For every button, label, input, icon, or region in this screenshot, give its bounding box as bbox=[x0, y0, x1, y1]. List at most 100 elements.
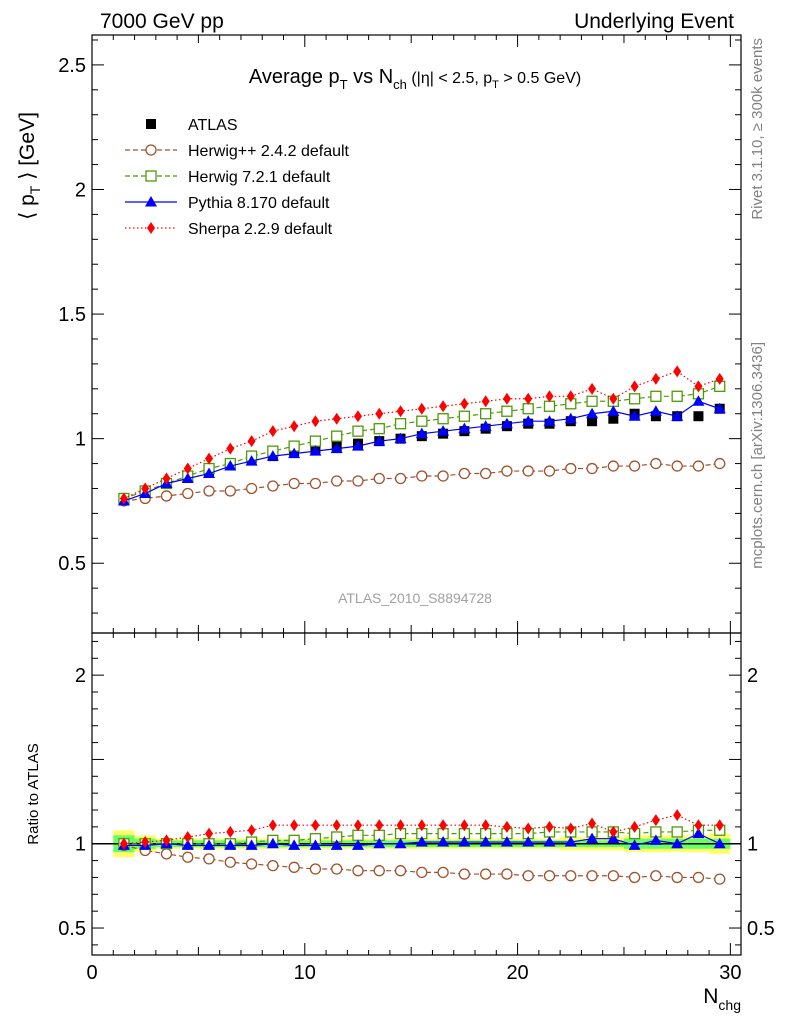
data-point-herwig-7-2-1-default bbox=[331, 430, 343, 442]
data-point-sherpa-2-2-9-default bbox=[247, 824, 256, 837]
main-watermark: ATLAS_2010_S8894728 bbox=[338, 590, 492, 606]
data-point-sherpa-2-2-9-default bbox=[183, 462, 192, 475]
data-point-herwig-2-4-2-default bbox=[182, 851, 194, 863]
data-point-herwig-2-4-2-default bbox=[309, 477, 322, 490]
data-point-sherpa-2-2-9-default bbox=[566, 390, 575, 403]
main-plot-panel: 0.5 1 1.5 2 2.5 Average pT vs Nch (|η| < 2.5… bbox=[16, 34, 742, 634]
y-tick-label: 2 bbox=[75, 179, 86, 201]
data-point-herwig-7-2-1-default bbox=[309, 435, 322, 447]
data-point-sherpa-2-2-9-default bbox=[290, 420, 299, 433]
data-point-pythia-8-170-default bbox=[224, 839, 237, 850]
data-point-atlas bbox=[650, 411, 661, 422]
main-ylabel: ⟨ pT ⟩ [GeV] bbox=[16, 112, 43, 220]
legend-marker-sherpa-2-2-9-default bbox=[147, 222, 155, 234]
data-point-sherpa-2-2-9-default bbox=[609, 392, 618, 405]
data-point-sherpa-2-2-9-default bbox=[651, 814, 660, 827]
main-title: Average pT vs Nch (|η| < 2.5, pT > 0.5 G… bbox=[249, 66, 581, 92]
data-point-pythia-8-170-default bbox=[394, 837, 407, 849]
data-point-herwig-7-2-1-default bbox=[458, 410, 471, 422]
data-point-herwig-2-4-2-default bbox=[480, 467, 492, 480]
data-point-herwig-2-4-2-default bbox=[714, 873, 726, 885]
data-point-herwig-2-4-2-default bbox=[331, 863, 343, 875]
data-point-pythia-8-170-default bbox=[586, 407, 599, 419]
data-point-sherpa-2-2-9-default bbox=[268, 425, 277, 438]
data-point-herwig-7-2-1-default bbox=[352, 829, 364, 841]
data-point-pythia-8-170-default bbox=[649, 834, 662, 845]
y-tick-label: 1.5 bbox=[58, 304, 86, 326]
data-point-herwig-7-2-1-default bbox=[628, 393, 641, 405]
data-point-sherpa-2-2-9-default bbox=[396, 405, 405, 418]
data-point-sherpa-2-2-9-default bbox=[119, 837, 128, 850]
data-point-herwig-2-4-2-default bbox=[437, 470, 449, 482]
data-point-sherpa-2-2-9-default bbox=[630, 820, 639, 833]
data-point-pythia-8-170-default bbox=[266, 450, 279, 461]
data-point-pythia-8-170-default bbox=[713, 837, 726, 849]
data-point-pythia-8-170-default bbox=[266, 837, 279, 849]
data-point-herwig-7-2-1-default bbox=[480, 408, 492, 420]
data-point-pythia-8-170-default bbox=[564, 412, 577, 424]
data-point-herwig-7-2-1-default bbox=[394, 418, 407, 430]
legend-marker-atlas bbox=[146, 119, 156, 129]
x-tick-label: 30 bbox=[719, 962, 741, 984]
data-point-pythia-8-170-default bbox=[522, 415, 535, 426]
data-point-herwig-2-4-2-default bbox=[607, 460, 619, 472]
data-point-herwig-7-2-1-default bbox=[650, 390, 662, 402]
data-point-herwig-2-4-2-default bbox=[480, 868, 492, 880]
data-point-pythia-8-170-default bbox=[330, 839, 343, 850]
data-point-sherpa-2-2-9-default bbox=[332, 819, 341, 832]
data-point-herwig-2-4-2-default bbox=[671, 871, 683, 884]
y-tick-label: 0.5 bbox=[58, 553, 86, 575]
x-tick-label: 10 bbox=[294, 962, 316, 984]
rivet-label: Rivet 3.1.10, ≥ 300k events bbox=[749, 38, 766, 220]
data-point-pythia-8-170-default bbox=[649, 405, 662, 416]
data-point-herwig-2-4-2-default bbox=[224, 485, 236, 497]
data-point-herwig-2-4-2-default bbox=[416, 470, 428, 482]
data-point-herwig-2-4-2-default bbox=[416, 866, 428, 879]
data-point-sherpa-2-2-9-default bbox=[332, 412, 341, 425]
data-point-pythia-8-170-default bbox=[479, 420, 492, 431]
data-point-sherpa-2-2-9-default bbox=[162, 834, 171, 847]
data-point-herwig-7-2-1-default bbox=[586, 395, 598, 407]
data-point-herwig-2-4-2-default bbox=[203, 853, 215, 865]
data-point-herwig-2-4-2-default bbox=[650, 457, 662, 470]
data-point-herwig-2-4-2-default bbox=[437, 866, 449, 879]
data-point-pythia-8-170-default bbox=[415, 836, 428, 847]
data-point-sherpa-2-2-9-default bbox=[162, 472, 171, 485]
data-point-herwig-2-4-2-default bbox=[543, 870, 556, 882]
data-point-sherpa-2-2-9-default bbox=[502, 820, 511, 833]
y-tick-label: 2.5 bbox=[58, 55, 86, 77]
data-point-pythia-8-170-default bbox=[458, 836, 471, 847]
data-point-pythia-8-170-default bbox=[713, 402, 726, 414]
data-point-pythia-8-170-default bbox=[586, 832, 599, 844]
data-point-herwig-2-4-2-default bbox=[565, 462, 577, 475]
data-point-herwig-2-4-2-default bbox=[394, 472, 407, 485]
ratio-plot-frame bbox=[91, 632, 742, 956]
data-point-pythia-8-170-default bbox=[203, 839, 216, 850]
data-point-herwig-2-4-2-default bbox=[352, 865, 364, 877]
y-tick-label: 2 bbox=[747, 665, 758, 687]
legend-label-herwig-2-4-2-default: Herwig++ 2.4.2 default bbox=[188, 143, 350, 160]
data-point-herwig-7-2-1-default bbox=[437, 413, 449, 425]
data-point-herwig-2-4-2-default bbox=[331, 475, 343, 487]
data-point-pythia-8-170-default bbox=[543, 836, 556, 847]
data-point-herwig-2-4-2-default bbox=[373, 472, 385, 485]
data-point-pythia-8-170-default bbox=[692, 395, 705, 406]
data-point-sherpa-2-2-9-default bbox=[460, 397, 469, 410]
data-point-pythia-8-170-default bbox=[309, 445, 322, 456]
data-point-pythia-8-170-default bbox=[437, 425, 450, 436]
data-point-herwig-2-4-2-default bbox=[586, 870, 598, 882]
data-point-herwig-2-4-2-default bbox=[245, 482, 258, 495]
data-point-sherpa-2-2-9-default bbox=[630, 380, 639, 393]
data-point-herwig-2-4-2-default bbox=[267, 859, 279, 872]
legend-label-sherpa-2-2-9-default: Sherpa 2.2.9 default bbox=[188, 221, 333, 238]
data-point-herwig-7-2-1-default bbox=[671, 826, 683, 838]
data-point-pythia-8-170-default bbox=[351, 440, 364, 451]
data-point-sherpa-2-2-9-default bbox=[588, 382, 597, 395]
legend: ATLAS Herwig++ 2.4.2 default Herwig 7.2.1 … bbox=[125, 117, 350, 238]
data-point-sherpa-2-2-9-default bbox=[524, 392, 533, 405]
data-point-sherpa-2-2-9-default bbox=[119, 492, 128, 505]
data-point-herwig-2-4-2-default bbox=[714, 457, 726, 470]
y-tick-label: 1 bbox=[75, 834, 86, 856]
data-point-herwig-2-4-2-default bbox=[692, 460, 705, 472]
ratio-plot-panel: 0.5 0.51 12 20 10 20 30 Ratio to ATLAS Nchg bbox=[25, 632, 775, 1013]
